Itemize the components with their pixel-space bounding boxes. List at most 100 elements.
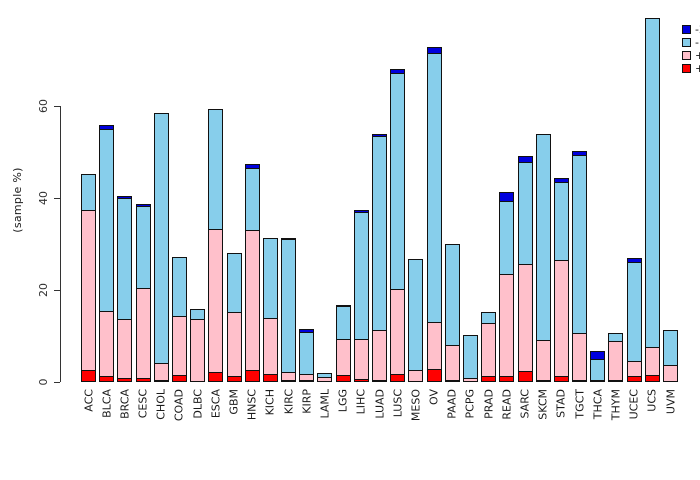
bar-UVM-segment--1 [663,330,678,366]
bar-DLBC: DLBC [190,309,206,419]
bar-UCS-segment--1 [644,18,660,348]
y-axis-line [60,106,61,382]
bar-COAD-segment--1 [171,257,187,317]
x-label-text: CESC [136,389,150,419]
bar-KIRP-segment-+2 [299,380,315,382]
bar-UCS-segment-+2 [644,375,660,382]
bar-BLCA: BLCA [99,125,115,418]
x-label-OV: OV [428,389,441,405]
x-label-MESO: MESO [409,389,422,421]
bar-LUAD-segment-+2 [372,380,387,382]
bar-STAD-segment--1 [553,182,569,261]
x-label-text: THCA [591,389,605,420]
legend-label: +1 [695,49,700,62]
bar-PCPG-segment--1 [462,335,478,379]
bar-LUAD: LUAD [372,134,387,419]
x-label-text: LUSC [391,389,405,418]
y-tick-label-text: 20 [37,283,50,297]
bar-UCS-segment-+1 [644,347,660,376]
bar-PCPG-segment-+1 [462,378,478,382]
y-axis-title: (sample %) [11,167,24,233]
bar-STAD-segment-+2 [553,376,569,382]
bar-TGCT-segment--1 [572,155,588,334]
bar-OV-segment-+2 [426,369,442,382]
legend-label: -2 [695,23,700,36]
bar-ACC-segment-+2 [81,370,96,382]
bar-CHOL-segment--1 [153,113,169,364]
bar-LIHC-segment--1 [353,212,369,340]
bar-UCS: UCS [644,18,660,412]
legend-swatch-+1 [682,51,691,60]
bar-LUSC-segment--1 [390,73,406,290]
x-label-text: UCS [645,389,659,412]
bar-LIHC-segment-+1 [353,339,369,380]
legend: -2-1+1+2 [682,23,700,75]
x-label-PCPG: PCPG [463,389,477,419]
bar-THCA: THCA [590,351,606,419]
bar-TGCT-segment-+1 [572,333,588,381]
x-label-LIHC: LIHC [355,389,368,414]
bar-KIRP-segment--1 [299,332,315,375]
x-label-KIRC: KIRC [282,389,296,415]
y-tick-label-text: 60 [37,99,50,113]
bar-SARC-segment-+1 [517,264,533,372]
bar-KIRC-segment-+2 [281,380,297,382]
bar-CHOL-segment-+2 [153,380,169,382]
bar-LUSC-segment-+2 [390,374,406,382]
x-label-BRCA: BRCA [118,389,131,419]
bar-TGCT-segment-+2 [572,380,588,382]
x-label-text: ACC [82,389,95,412]
bar-SKCM: SKCM [535,134,551,420]
bar-BRCA-segment--1 [117,198,133,320]
bar-KICH-segment-+2 [262,374,278,382]
bar-DLBC-segment-+1 [190,319,206,382]
x-label-text: PAAD [445,389,459,419]
y-tick-label-text: 0 [37,378,50,386]
bar-OV-segment-+1 [426,322,442,370]
x-label-LAML: LAML [318,389,331,419]
bar-GBM-segment-+1 [226,312,242,377]
x-label-THYM: THYM [609,389,623,421]
y-tick-label-60: 60 [37,99,50,113]
x-label-text: PRAD [482,389,496,419]
legend-swatch-+2 [682,64,691,73]
x-label-text: GBM [227,389,241,415]
bar-LGG-segment-+2 [335,375,351,382]
bar-THCA-segment-+1 [590,380,606,382]
bar-READ: READ [499,192,515,420]
x-label-COAD: COAD [173,389,186,421]
bar-BRCA-segment-+2 [117,378,133,382]
x-label-text: THYM [609,389,623,421]
x-label-SKCM: SKCM [537,389,550,420]
x-label-text: UVM [664,389,677,415]
x-label-text: READ [500,389,514,420]
bar-LIHC-segment-+2 [353,379,369,382]
y-tick-40 [54,198,60,199]
x-label-text: STAD [554,389,568,418]
bar-KIRC: KIRC [281,238,297,414]
y-tick-60 [54,106,60,107]
bar-PAAD-segment--1 [444,244,460,346]
bar-READ-segment-+1 [499,274,515,377]
x-label-THCA: THCA [591,389,605,420]
x-label-UCEC: UCEC [628,389,641,419]
bar-KICH-segment--1 [262,238,278,319]
bar-UCEC-segment-+1 [626,361,642,377]
y-axis-title-text: (sample %) [11,167,24,233]
bar-HNSC-segment--1 [244,168,260,231]
bar-SKCM-segment-+2 [535,380,551,382]
bar-LAML: LAML [317,373,333,419]
bar-CESC-segment-+1 [135,288,151,379]
bar-UVM-segment-+1 [663,365,678,382]
bar-READ-segment--1 [499,201,515,275]
bar-TGCT: TGCT [572,151,588,419]
x-label-LUAD: LUAD [373,389,386,419]
bar-UCEC-segment--1 [626,262,642,362]
bar-KICH-segment-+1 [262,318,278,375]
x-label-text: PCPG [463,389,477,419]
y-tick-label-20: 20 [37,283,50,297]
x-label-text: KIRC [282,389,296,415]
legend-label: +2 [695,62,700,75]
x-label-text: LUAD [373,389,386,419]
bar-COAD-segment-+1 [171,316,187,376]
